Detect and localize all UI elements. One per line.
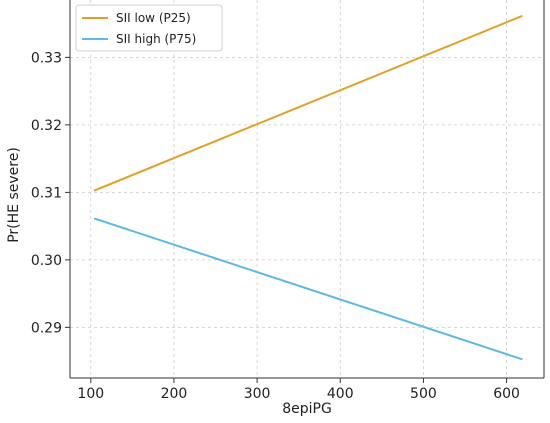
legend-label-sii-low: SII low (P25) (116, 11, 191, 25)
legend-label-sii-high: SII high (P75) (116, 32, 196, 46)
series-line-sii-low (93, 15, 523, 192)
x-tick-label: 200 (161, 386, 188, 402)
legend: SII low (P25) SII high (P75) (75, 4, 223, 52)
tick-labels: 100 200 300 400 500 600 0.29 0.30 0.31 0.32 0.33 (31, 50, 520, 402)
y-tick-label: 0.33 (31, 50, 62, 66)
x-tick-label: 600 (493, 386, 520, 402)
grid-lines (70, 0, 544, 378)
y-tick-label: 0.31 (31, 185, 62, 201)
y-axis-label: Pr(HE severe) (6, 147, 22, 243)
tick-marks (65, 56, 508, 383)
series-lines (93, 15, 523, 361)
y-tick-label: 0.32 (31, 118, 62, 134)
axes (69, 0, 545, 379)
x-tick-label: 500 (410, 386, 437, 402)
x-axis-label: 8epiPG (282, 401, 332, 417)
y-tick-label: 0.29 (31, 320, 62, 336)
series-line-sii-high (93, 217, 523, 361)
x-tick-label: 100 (77, 386, 104, 402)
x-tick-label: 300 (244, 386, 271, 402)
legend-box (75, 4, 223, 52)
y-tick-label: 0.30 (31, 253, 62, 269)
x-tick-label: 400 (327, 386, 354, 402)
